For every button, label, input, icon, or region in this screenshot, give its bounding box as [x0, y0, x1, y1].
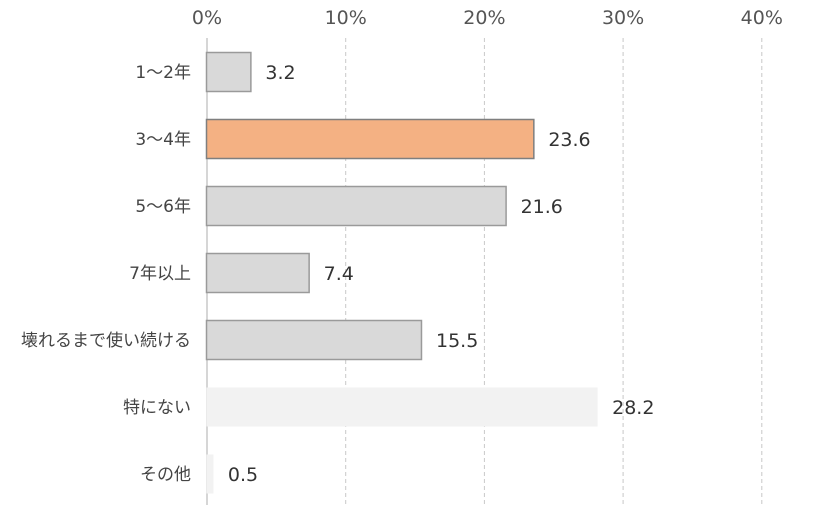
bars — [205, 51, 598, 494]
category-label: 壊れるまで使い続ける — [21, 330, 191, 351]
bar — [205, 252, 310, 294]
x-tick-label: 30% — [602, 7, 644, 29]
data-label: 23.6 — [548, 129, 590, 151]
bar — [205, 319, 423, 361]
category-label: 5～6年 — [135, 197, 191, 217]
data-label: 21.6 — [521, 196, 563, 218]
data-label: 0.5 — [228, 464, 258, 486]
data-label: 7.4 — [324, 263, 354, 285]
data-label: 28.2 — [612, 397, 654, 419]
category-label: 特にない — [123, 398, 191, 418]
x-tick-label: 20% — [463, 7, 505, 29]
category-label: その他 — [140, 465, 191, 485]
bar — [205, 118, 535, 160]
x-tick-label: 10% — [325, 7, 367, 29]
data-label: 15.5 — [436, 330, 478, 352]
bar — [206, 454, 214, 494]
x-tick-label: 40% — [741, 7, 783, 29]
value-labels: 3.2 23.6 21.6 7.4 15.5 28.2 0.5 — [228, 62, 655, 486]
category-label: 1～2年 — [135, 63, 191, 83]
bar — [206, 387, 598, 427]
x-tick-label: 0% — [192, 7, 222, 29]
category-label: 7年以上 — [129, 264, 191, 284]
x-axis-ticks: 0% 10% 20% 30% 40% — [192, 7, 783, 29]
bar — [205, 185, 507, 227]
bar — [205, 51, 252, 93]
category-label: 3～4年 — [135, 130, 191, 150]
data-label: 3.2 — [265, 62, 295, 84]
